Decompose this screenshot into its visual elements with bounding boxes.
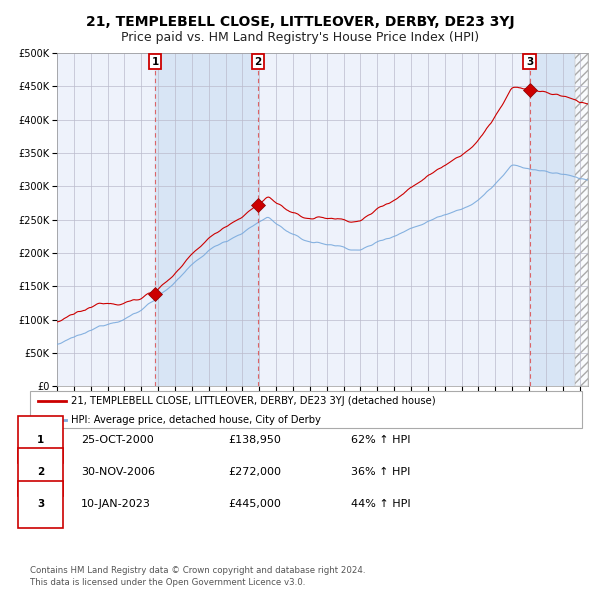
Text: 3: 3 [526, 57, 533, 67]
Text: 30-NOV-2006: 30-NOV-2006 [81, 467, 155, 477]
Bar [155, 53, 258, 386]
Text: Price paid vs. HM Land Registry's House Price Index (HPI): Price paid vs. HM Land Registry's House … [121, 31, 479, 44]
Text: 2: 2 [254, 57, 262, 67]
Text: 10-JAN-2023: 10-JAN-2023 [81, 500, 151, 509]
Text: 1: 1 [37, 435, 44, 444]
Text: £138,950: £138,950 [228, 435, 281, 444]
Text: 44% ↑ HPI: 44% ↑ HPI [351, 500, 410, 509]
Text: 62% ↑ HPI: 62% ↑ HPI [351, 435, 410, 444]
Text: 3: 3 [37, 500, 44, 509]
Bar [530, 53, 580, 386]
Text: 21, TEMPLEBELL CLOSE, LITTLEOVER, DERBY, DE23 3YJ (detached house): 21, TEMPLEBELL CLOSE, LITTLEOVER, DERBY,… [71, 396, 436, 406]
Text: 2: 2 [37, 467, 44, 477]
Text: £445,000: £445,000 [228, 500, 281, 509]
Text: 25-OCT-2000: 25-OCT-2000 [81, 435, 154, 444]
Text: Contains HM Land Registry data © Crown copyright and database right 2024.
This d: Contains HM Land Registry data © Crown c… [30, 566, 365, 587]
Text: HPI: Average price, detached house, City of Derby: HPI: Average price, detached house, City… [71, 415, 321, 425]
Text: 21, TEMPLEBELL CLOSE, LITTLEOVER, DERBY, DE23 3YJ: 21, TEMPLEBELL CLOSE, LITTLEOVER, DERBY,… [86, 15, 514, 29]
Bar [575, 53, 588, 386]
Text: 1: 1 [151, 57, 159, 67]
Text: 36% ↑ HPI: 36% ↑ HPI [351, 467, 410, 477]
Bar [575, 53, 588, 386]
Text: £272,000: £272,000 [228, 467, 281, 477]
